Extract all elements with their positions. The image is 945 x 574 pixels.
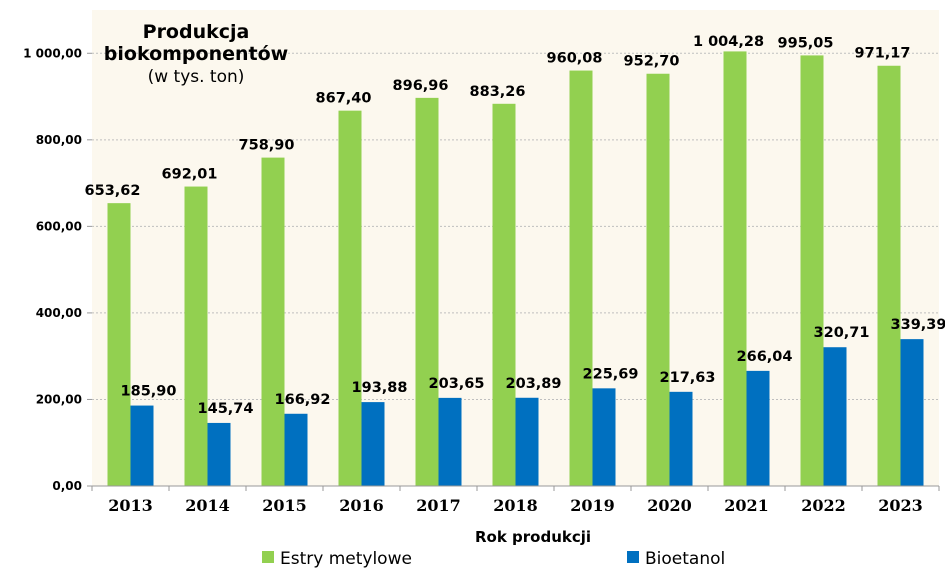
data-label-bioetanol: 185,90 <box>121 384 177 400</box>
bar-bioetanol <box>592 388 616 486</box>
data-label-estry: 883,26 <box>470 84 526 100</box>
bar-bioetanol <box>746 370 770 486</box>
data-label-bioetanol: 203,89 <box>506 376 562 392</box>
data-label-bioetanol: 166,92 <box>275 392 331 408</box>
bar-estry <box>877 65 901 486</box>
bar-estry <box>492 103 516 486</box>
bar-bioetanol <box>900 339 924 486</box>
data-label-estry: 867,40 <box>316 91 372 107</box>
data-label-bioetanol: 320,71 <box>814 325 870 341</box>
bar-estry <box>184 186 208 486</box>
x-tick-label: 2014 <box>185 496 230 515</box>
data-label-bioetanol: 225,69 <box>583 366 639 382</box>
x-tick-label: 2022 <box>801 496 846 515</box>
x-tick-label: 2015 <box>262 496 307 515</box>
chart-title-line-2: biokomponentów <box>104 43 288 65</box>
data-label-estry: 971,17 <box>855 46 911 62</box>
data-label-estry: 952,70 <box>624 54 680 70</box>
bar-bioetanol <box>823 347 847 486</box>
x-tick-label: 2016 <box>339 496 384 515</box>
bar-bioetanol <box>361 402 385 486</box>
x-axis-ticks: 2013 2014 2015 2016 2017 2018 2019 2020 2021 2022… <box>91 486 940 515</box>
x-tick-label: 2021 <box>724 496 769 515</box>
bar-bioetanol <box>207 422 231 486</box>
x-axis-label: Rok produkcji <box>475 528 591 546</box>
bar-bioetanol <box>130 405 154 486</box>
data-labels: 653,62 185,90 692,01 145,74 758,90 166,92 867,… <box>85 34 945 417</box>
data-label-estry: 896,96 <box>393 78 449 94</box>
bars <box>107 51 924 487</box>
x-tick-label: 2013 <box>108 496 153 515</box>
legend: Estry metylowe Bioetanol <box>262 549 725 569</box>
x-tick-label: 2018 <box>493 496 538 515</box>
data-label-bioetanol: 339,39 <box>891 317 945 333</box>
data-label-estry: 960,08 <box>547 51 603 67</box>
data-label-estry: 1 004,28 <box>693 34 764 50</box>
data-label-estry: 653,62 <box>85 183 141 199</box>
data-label-estry: 995,05 <box>778 35 834 51</box>
bar-bioetanol <box>438 397 462 486</box>
data-label-estry: 758,90 <box>239 138 295 154</box>
y-tick-label: 400,00 <box>36 306 82 320</box>
x-tick-label: 2019 <box>570 496 615 515</box>
y-tick-label: 1 000,00 <box>23 46 82 60</box>
data-label-estry: 692,01 <box>162 167 218 183</box>
x-tick-label: 2020 <box>647 496 692 515</box>
x-tick-label: 2023 <box>878 496 923 515</box>
bar-bioetanol <box>284 413 308 486</box>
y-tick-label: 600,00 <box>36 219 82 233</box>
bar-bioetanol <box>669 391 693 486</box>
bar-estry <box>415 97 439 486</box>
chart-subtitle: (w tys. ton) <box>148 67 245 87</box>
y-axis-ticks: 0,00 200,00 400,00 600,00 800,00 1 000,00 <box>23 46 92 493</box>
data-label-bioetanol: 217,63 <box>660 370 716 386</box>
y-tick-label: 0,00 <box>52 479 82 493</box>
legend-swatch-bioetanol <box>627 551 639 563</box>
bar-estry <box>107 203 131 486</box>
bar-bioetanol <box>515 397 539 486</box>
bar-estry <box>800 55 824 486</box>
data-label-bioetanol: 266,04 <box>737 349 793 365</box>
data-label-bioetanol: 193,88 <box>352 380 408 396</box>
bar-estry <box>646 73 670 487</box>
chart-title-line-1: Produkcja <box>143 21 250 43</box>
bar-estry <box>723 51 747 486</box>
legend-swatch-estry <box>262 551 274 563</box>
y-tick-label: 200,00 <box>36 392 82 406</box>
data-label-bioetanol: 145,74 <box>198 401 254 417</box>
x-tick-label: 2017 <box>416 496 461 515</box>
legend-label-bioetanol: Bioetanol <box>645 549 725 569</box>
y-tick-label: 800,00 <box>36 133 82 147</box>
bar-estry <box>338 110 362 486</box>
bar-estry <box>569 70 593 486</box>
legend-label-estry: Estry metylowe <box>280 549 412 569</box>
data-label-bioetanol: 203,65 <box>429 376 485 392</box>
bar-estry <box>261 157 285 486</box>
